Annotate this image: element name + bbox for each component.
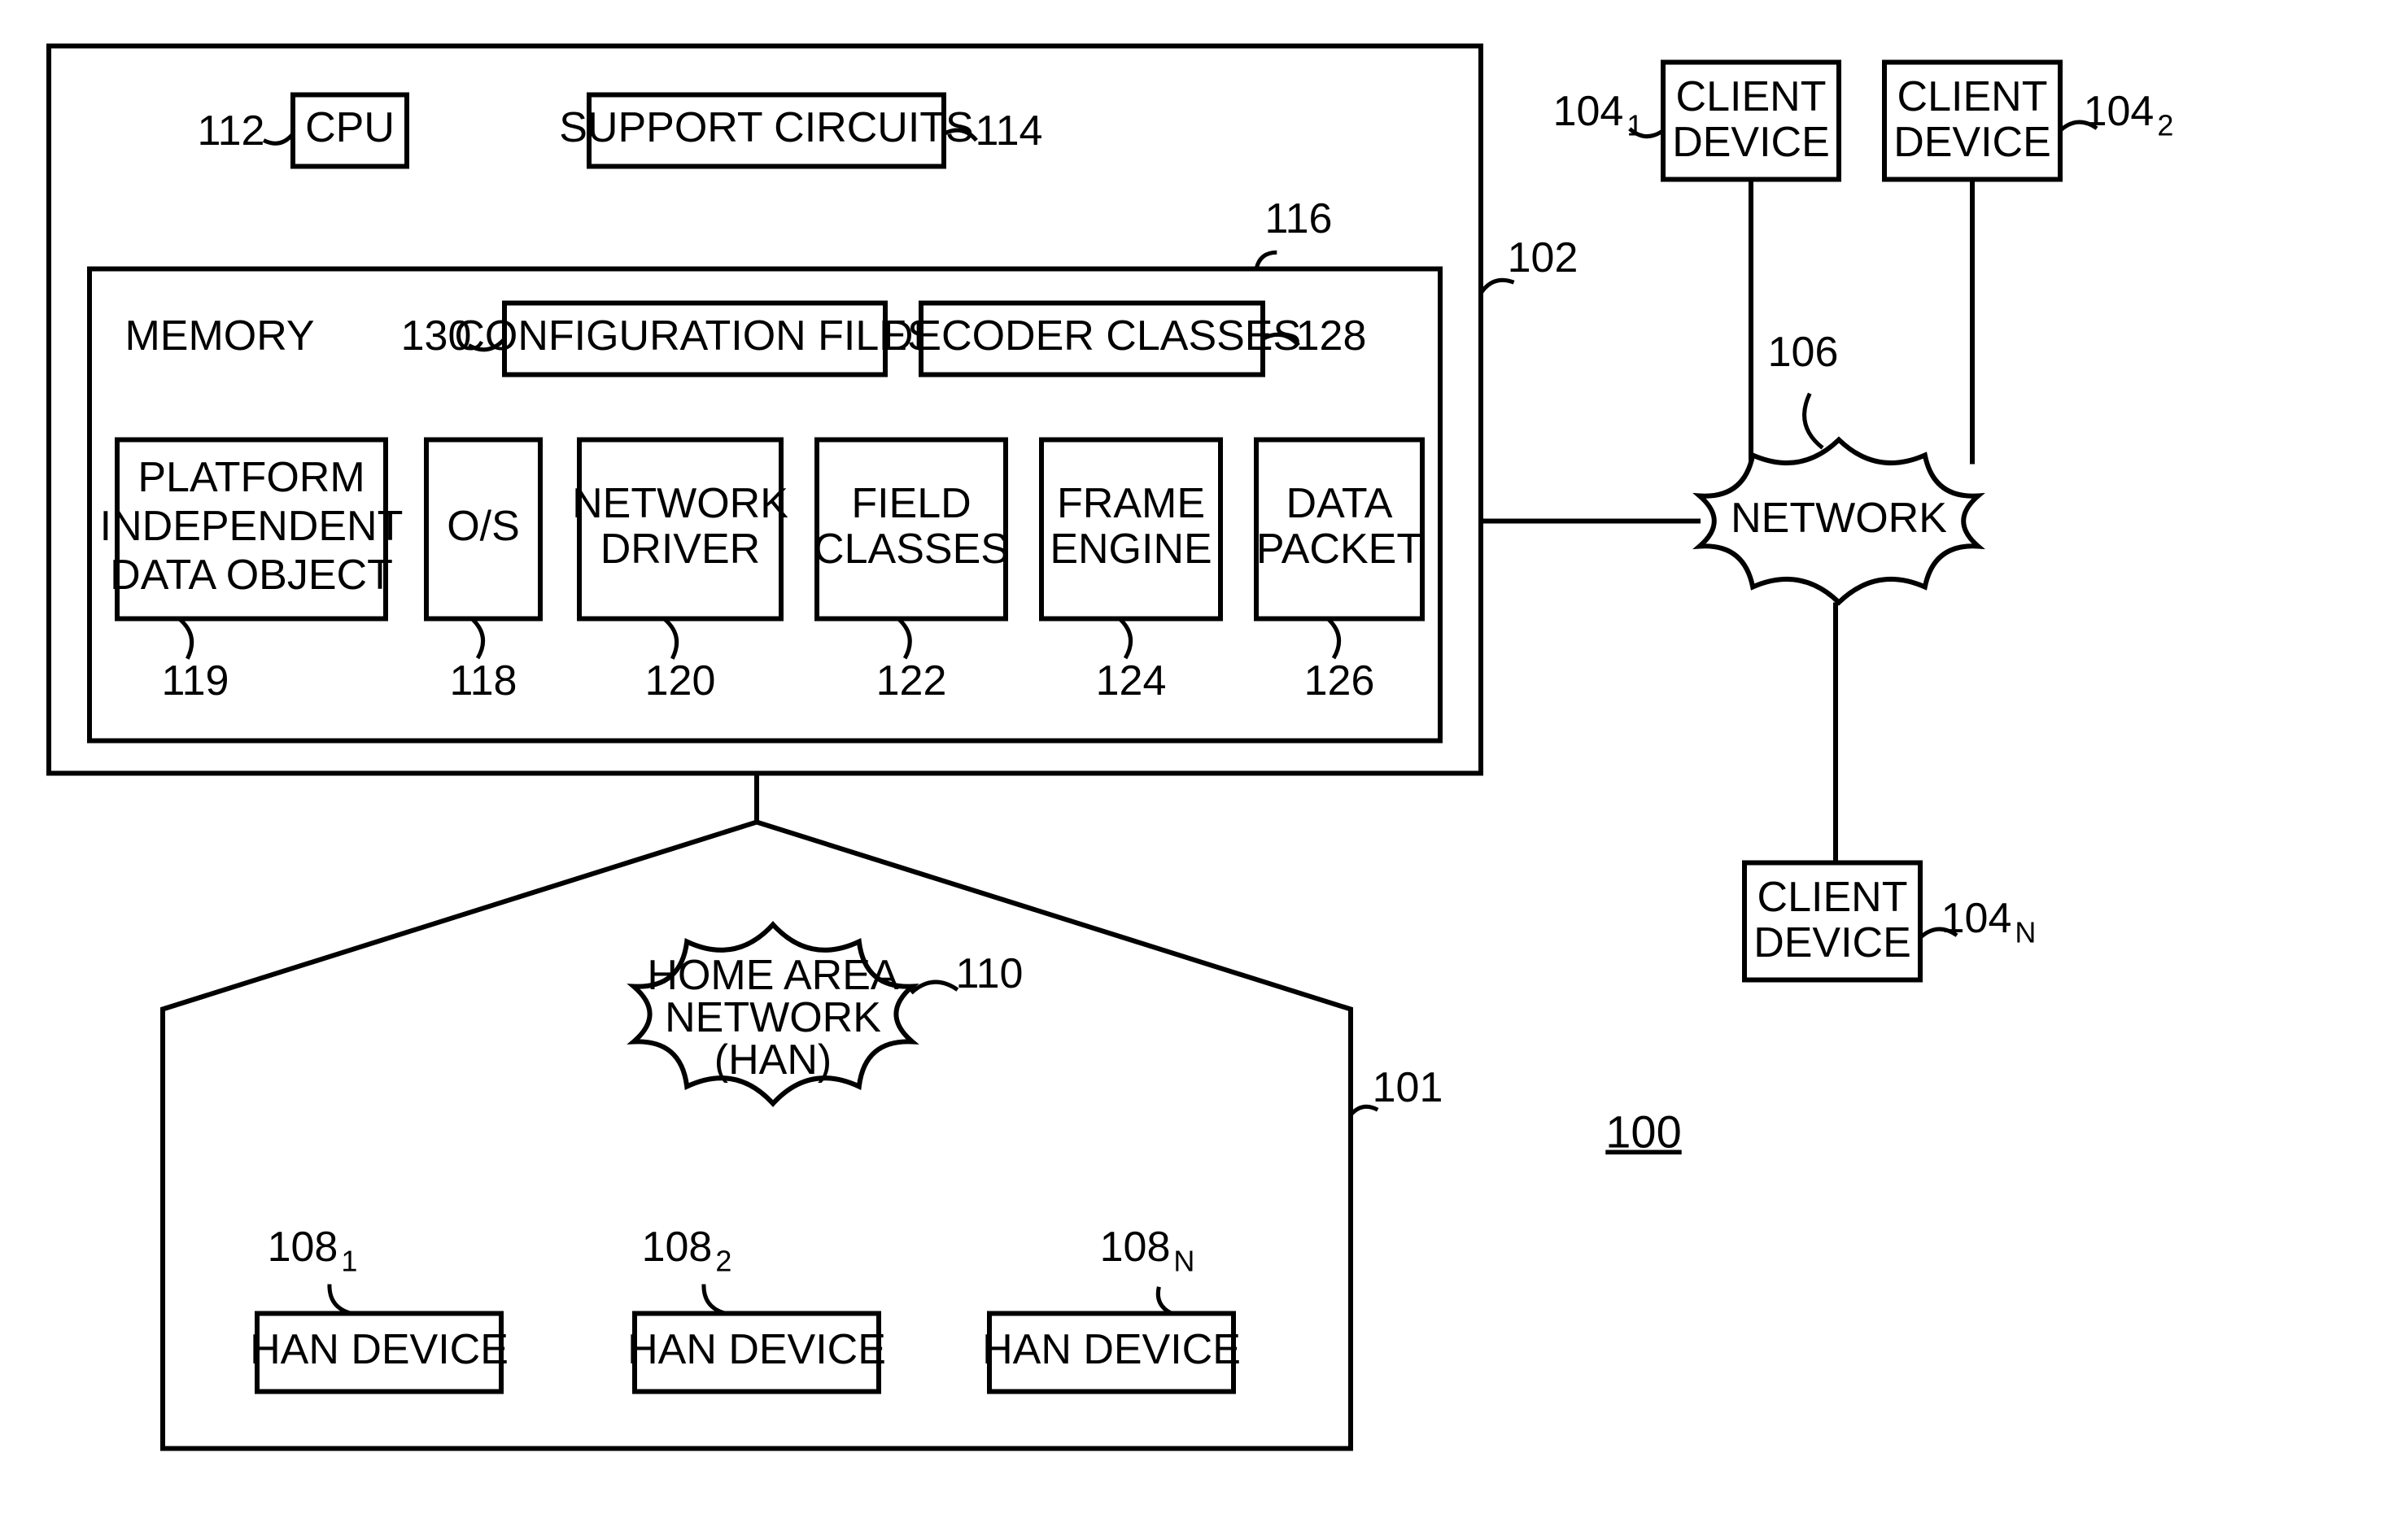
pido-label: INDEPENDENT bbox=[100, 503, 404, 550]
packet-label: DATA bbox=[1286, 480, 1393, 527]
client1-label: DEVICE bbox=[1672, 119, 1830, 166]
client1-ref: 1041 bbox=[1553, 88, 1644, 142]
field-ref: 122 bbox=[876, 657, 947, 705]
frame-label: FRAME bbox=[1057, 480, 1205, 527]
cpu-ref: 112 bbox=[198, 107, 265, 155]
han_cloud-label: HOME AREA bbox=[647, 952, 898, 999]
outer-ref: 102 bbox=[1508, 234, 1578, 281]
client1-label: CLIENT bbox=[1676, 73, 1827, 120]
hann-label: HAN DEVICE bbox=[982, 1326, 1241, 1373]
os-ref: 118 bbox=[450, 657, 517, 705]
support-label: SUPPORT CIRCUITS bbox=[559, 104, 974, 151]
han_cloud-label: (HAN) bbox=[714, 1036, 832, 1084]
netdrv-ref: 120 bbox=[645, 657, 716, 705]
support-ref: 114 bbox=[976, 107, 1043, 155]
os-label: O/S bbox=[447, 503, 520, 550]
cpu-label: CPU bbox=[305, 104, 395, 151]
decoder-label: DECODER CLASSES bbox=[883, 312, 1301, 360]
memory-label: MEMORY bbox=[124, 312, 314, 360]
pido-label: PLATFORM bbox=[138, 454, 365, 501]
client2-label: DEVICE bbox=[1893, 119, 2051, 166]
net_cloud-ref: 106 bbox=[1768, 329, 1839, 376]
han_cloud-ref: 110 bbox=[956, 950, 1024, 997]
pido-label: DATA OBJECT bbox=[110, 552, 393, 599]
clientn-label: DEVICE bbox=[1753, 919, 1911, 966]
memory-ref: 116 bbox=[1265, 195, 1333, 242]
client2-label: CLIENT bbox=[1897, 73, 2048, 120]
clientn-label: CLIENT bbox=[1757, 874, 1908, 921]
clientn-ref: 104N bbox=[1941, 895, 2037, 949]
net_cloud-leader bbox=[1805, 394, 1823, 448]
frame-ref: 124 bbox=[1096, 657, 1167, 705]
han2-label: HAN DEVICE bbox=[627, 1326, 886, 1373]
netdrv-label: DRIVER bbox=[600, 526, 760, 573]
house-ref: 101 bbox=[1373, 1064, 1443, 1111]
han_cloud-label: NETWORK bbox=[665, 994, 881, 1041]
client2-ref: 1042 bbox=[2084, 88, 2174, 142]
pido-ref: 119 bbox=[162, 657, 229, 705]
packet-label: PACKET bbox=[1256, 526, 1422, 573]
figure-number: 100 bbox=[1605, 1106, 1681, 1158]
config-ref: 130 bbox=[401, 312, 472, 360]
config-label: CONFIGURATION FILES bbox=[454, 312, 935, 360]
frame-label: ENGINE bbox=[1050, 526, 1212, 573]
netdrv-label: NETWORK bbox=[572, 480, 788, 527]
decoder-ref: 128 bbox=[1296, 312, 1367, 360]
han1-label: HAN DEVICE bbox=[250, 1326, 509, 1373]
outer-leader bbox=[1481, 280, 1514, 293]
packet-ref: 126 bbox=[1304, 657, 1375, 705]
boxes-layer: 102 CPU 112 SUPPORT CIRCUITS114 MEMORY 116 CON… bbox=[49, 46, 2173, 1449]
field-label: CLASSES bbox=[814, 526, 1009, 573]
net_cloud-label: NETWORK bbox=[1731, 495, 1947, 542]
field-label: FIELD bbox=[851, 480, 971, 527]
